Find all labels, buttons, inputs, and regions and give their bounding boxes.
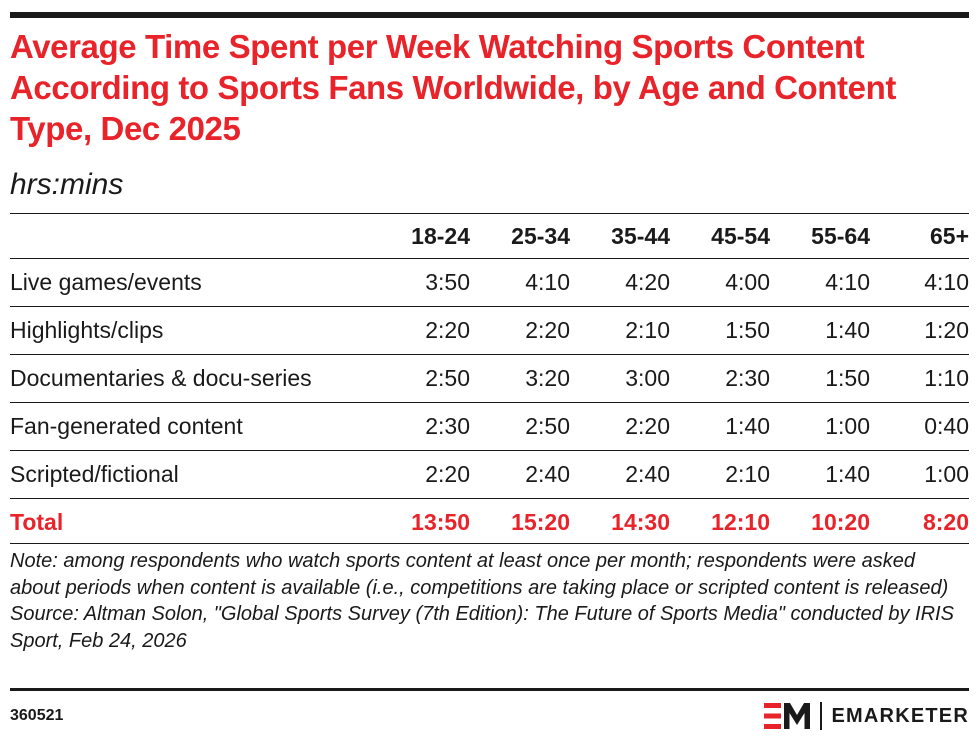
- table-cell: 3:50: [370, 258, 470, 307]
- table-row: Fan-generated content 2:30 2:50 2:20 1:4…: [10, 402, 969, 451]
- column-header: 35-44: [611, 222, 670, 249]
- total-cell: 8:20: [870, 498, 969, 546]
- header-rule: [10, 213, 969, 214]
- chart-id: 360521: [10, 707, 64, 724]
- column-header: 65+: [929, 222, 969, 249]
- notes-block: Note: among respondents who watch sports…: [10, 548, 969, 654]
- row-label: Documentaries & docu-series: [10, 354, 370, 403]
- data-table: 18-24 25-34 35-44 45-54 55-64 65+ Live g…: [10, 214, 969, 546]
- total-cell: 10:20: [770, 498, 870, 546]
- table-cell: 0:40: [870, 402, 969, 451]
- table-cell: 2:50: [370, 354, 470, 403]
- table-cell: 2:20: [470, 306, 570, 355]
- table-cell: 1:10: [870, 354, 969, 403]
- table-row: Scripted/fictional 2:20 2:40 2:40 2:10 1…: [10, 450, 969, 499]
- total-cell: 14:30: [570, 498, 670, 546]
- table-cell: 2:20: [370, 306, 470, 355]
- total-label: Total: [10, 498, 370, 546]
- table-cell: 1:20: [870, 306, 969, 355]
- top-bar: [10, 12, 969, 18]
- table-cell: 4:20: [570, 258, 670, 307]
- row-label: Scripted/fictional: [10, 450, 370, 499]
- table-cell: 4:10: [770, 258, 870, 307]
- header-row: 18-24 25-34 35-44 45-54 55-64 65+: [10, 214, 969, 259]
- chart-title: Average Time Spent per Week Watching Spo…: [10, 28, 896, 147]
- table-row: Documentaries & docu-series 2:50 3:20 3:…: [10, 354, 969, 403]
- table-cell: 1:50: [670, 306, 770, 355]
- table-cell: 2:20: [570, 402, 670, 451]
- table-cell: 1:40: [770, 450, 870, 499]
- table-cell: 2:10: [670, 450, 770, 499]
- table-cell: 2:10: [570, 306, 670, 355]
- row-label: Live games/events: [10, 258, 370, 307]
- table-cell: 4:10: [470, 258, 570, 307]
- table-cell: 1:40: [770, 306, 870, 355]
- total-row: Total 13:50 15:20 14:30 12:10 10:20 8:20: [10, 498, 969, 546]
- chart-frame: Average Time Spent per Week Watching Spo…: [10, 0, 969, 741]
- table-cell: 2:30: [670, 354, 770, 403]
- row-label: Fan-generated content: [10, 402, 370, 451]
- logo-divider: [819, 702, 822, 730]
- emarketer-logo: EMARKETER: [763, 700, 969, 732]
- column-header: 55-64: [811, 222, 870, 249]
- column-header: 45-54: [711, 222, 770, 249]
- table-cell: 4:10: [870, 258, 969, 307]
- em-logo-icon: [763, 703, 810, 729]
- table-cell: 2:50: [470, 402, 570, 451]
- total-cell: 12:10: [670, 498, 770, 546]
- footer-bar: [10, 688, 969, 691]
- table-cell: 2:20: [370, 450, 470, 499]
- header-blank: [10, 214, 370, 259]
- total-cell: 13:50: [370, 498, 470, 546]
- table-cell: 1:40: [670, 402, 770, 451]
- table-row: Highlights/clips 2:20 2:20 2:10 1:50 1:4…: [10, 306, 969, 355]
- note-text: Note: among respondents who watch sports…: [10, 550, 949, 599]
- table-cell: 1:00: [770, 402, 870, 451]
- table-cell: 4:00: [670, 258, 770, 307]
- table-cell: 2:40: [570, 450, 670, 499]
- table-cell: 1:50: [770, 354, 870, 403]
- table-cell: 3:00: [570, 354, 670, 403]
- source-text: Source: Altman Solon, "Global Sports Sur…: [10, 603, 954, 652]
- table-bottom-rule: [10, 543, 969, 544]
- table-cell: 3:20: [470, 354, 570, 403]
- table-cell: 1:00: [870, 450, 969, 499]
- row-label: Highlights/clips: [10, 306, 370, 355]
- column-header: 18-24: [411, 222, 470, 249]
- column-header: 25-34: [511, 222, 570, 249]
- table-cell: 2:40: [470, 450, 570, 499]
- total-cell: 15:20: [470, 498, 570, 546]
- table-cell: 2:30: [370, 402, 470, 451]
- table-row: Live games/events 3:50 4:10 4:20 4:00 4:…: [10, 258, 969, 307]
- brand-name: EMARKETER: [831, 704, 969, 727]
- chart-subtitle: hrs:mins: [10, 168, 124, 201]
